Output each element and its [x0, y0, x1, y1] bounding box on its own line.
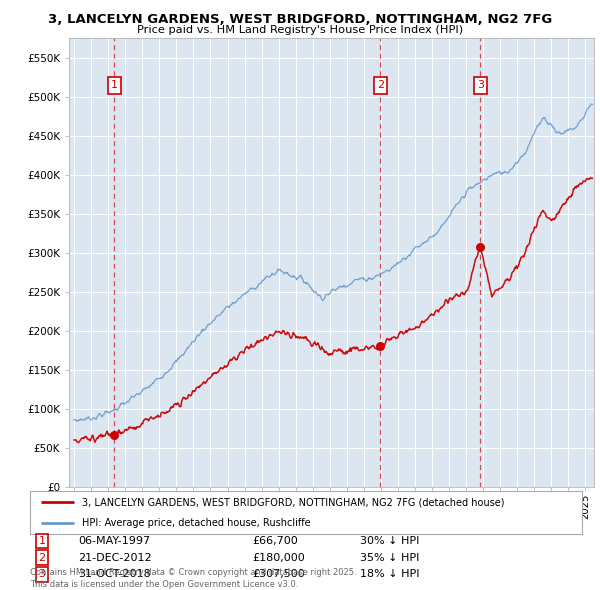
Text: Price paid vs. HM Land Registry's House Price Index (HPI): Price paid vs. HM Land Registry's House … [137, 25, 463, 35]
Text: 1: 1 [38, 536, 46, 546]
Text: £307,500: £307,500 [252, 569, 305, 579]
Text: Contains HM Land Registry data © Crown copyright and database right 2025.
This d: Contains HM Land Registry data © Crown c… [30, 568, 356, 589]
Text: 3, LANCELYN GARDENS, WEST BRIDGFORD, NOTTINGHAM, NG2 7FG (detached house): 3, LANCELYN GARDENS, WEST BRIDGFORD, NOT… [82, 497, 505, 507]
Text: 2: 2 [38, 553, 46, 562]
Text: 3, LANCELYN GARDENS, WEST BRIDGFORD, NOTTINGHAM, NG2 7FG: 3, LANCELYN GARDENS, WEST BRIDGFORD, NOT… [48, 13, 552, 26]
Text: HPI: Average price, detached house, Rushcliffe: HPI: Average price, detached house, Rush… [82, 519, 311, 528]
Text: 35% ↓ HPI: 35% ↓ HPI [360, 553, 419, 562]
Text: 21-DEC-2012: 21-DEC-2012 [78, 553, 152, 562]
Text: £66,700: £66,700 [252, 536, 298, 546]
Text: 1: 1 [110, 80, 118, 90]
Text: 31-OCT-2018: 31-OCT-2018 [78, 569, 151, 579]
Text: £180,000: £180,000 [252, 553, 305, 562]
Text: 18% ↓ HPI: 18% ↓ HPI [360, 569, 419, 579]
Text: 3: 3 [477, 80, 484, 90]
Text: 2: 2 [377, 80, 384, 90]
Text: 3: 3 [38, 569, 46, 579]
Text: 06-MAY-1997: 06-MAY-1997 [78, 536, 150, 546]
Text: 30% ↓ HPI: 30% ↓ HPI [360, 536, 419, 546]
